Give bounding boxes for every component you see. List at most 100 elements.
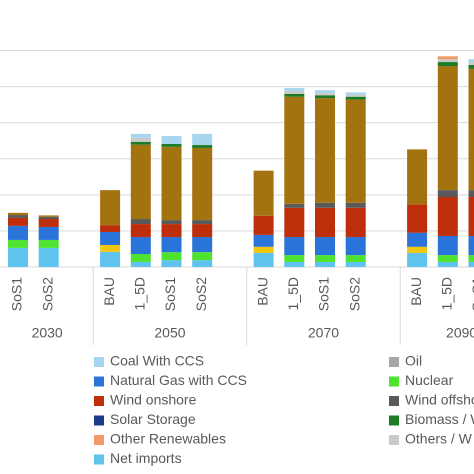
bar-segment bbox=[284, 261, 305, 267]
bar-segment bbox=[468, 62, 474, 65]
group-label: 2070 bbox=[308, 325, 339, 341]
bar-segment bbox=[437, 66, 458, 191]
bar-segment bbox=[100, 225, 121, 233]
legend-label: Wind onshore bbox=[110, 392, 197, 408]
bar-segment bbox=[192, 220, 213, 225]
legend-label: Other Renewables bbox=[110, 431, 226, 447]
bar-segment bbox=[284, 96, 305, 204]
group-label: 2050 bbox=[154, 325, 185, 341]
bar-segment bbox=[345, 207, 366, 238]
bar-segment bbox=[161, 252, 182, 261]
legend-swatch bbox=[94, 376, 104, 387]
bar-segment bbox=[130, 261, 151, 267]
legend-label: Net imports bbox=[110, 450, 182, 466]
legend-swatch bbox=[94, 435, 104, 445]
bar-segment bbox=[38, 215, 59, 217]
bar-segment bbox=[100, 190, 121, 226]
legend-label: Others / W bbox=[405, 431, 473, 447]
x-tick-label: BAU bbox=[254, 277, 270, 306]
bar-segment bbox=[161, 136, 182, 144]
bar-segment bbox=[8, 247, 28, 267]
bar-segment bbox=[437, 255, 458, 262]
bar-segment bbox=[253, 215, 274, 235]
bar-segment bbox=[130, 141, 151, 145]
bar-segment bbox=[130, 254, 151, 262]
bar-segment bbox=[468, 235, 474, 256]
legend-swatch bbox=[389, 357, 399, 367]
bar-segment bbox=[253, 252, 274, 267]
bar-segment bbox=[38, 239, 59, 248]
bar-segment bbox=[161, 237, 182, 253]
legend-label: Oil bbox=[405, 353, 422, 369]
bar-segment bbox=[161, 143, 182, 147]
bar-segment bbox=[161, 260, 182, 267]
bar-segment bbox=[468, 261, 474, 267]
bar-segment bbox=[284, 203, 305, 208]
bar-segment bbox=[315, 261, 335, 267]
bar-segment bbox=[437, 190, 458, 198]
bar-segment bbox=[437, 56, 458, 60]
bar-segment bbox=[345, 237, 366, 256]
bar-segment bbox=[192, 252, 213, 261]
bar-segment bbox=[8, 225, 28, 240]
bar-segment bbox=[437, 62, 458, 67]
x-tick-label: SoS2 bbox=[193, 277, 209, 311]
bar-segment bbox=[161, 146, 182, 221]
bar-segment bbox=[253, 170, 274, 216]
bar-segment bbox=[130, 219, 151, 225]
x-tick-label: 1_5D bbox=[285, 277, 301, 310]
x-tick-label: SoS2 bbox=[39, 277, 55, 311]
bar-segment bbox=[8, 217, 28, 226]
x-tick-label: 1_5D bbox=[132, 277, 148, 310]
bar-segment bbox=[38, 219, 59, 227]
bar-segment bbox=[284, 93, 305, 97]
bar-segment bbox=[130, 144, 151, 220]
bar-segment bbox=[284, 207, 305, 238]
bar-segment bbox=[437, 197, 458, 236]
bar-segment bbox=[8, 239, 28, 248]
bar-segment bbox=[345, 255, 366, 262]
group-label: 2030 bbox=[32, 325, 63, 341]
x-tick-label: BAU bbox=[101, 277, 117, 306]
legend-label: Wind offshore bbox=[405, 392, 474, 408]
bar-segment bbox=[192, 260, 213, 267]
bar-segment bbox=[284, 255, 305, 262]
bar-segment bbox=[407, 204, 428, 233]
bar-segment bbox=[345, 99, 366, 203]
bar-segment bbox=[315, 237, 335, 256]
bar-segment bbox=[468, 64, 474, 69]
bar-segment bbox=[315, 255, 335, 262]
bar-segment bbox=[192, 147, 213, 221]
bar-segment bbox=[315, 93, 335, 96]
bar-segment bbox=[284, 237, 305, 256]
bar-segment bbox=[8, 215, 28, 218]
legend-label: Biomass / W bbox=[405, 411, 474, 427]
bar-segment bbox=[130, 237, 151, 255]
bar-segment bbox=[345, 202, 366, 208]
bar-segment bbox=[38, 226, 59, 240]
x-tick-label: SoS1 bbox=[162, 277, 178, 311]
bar-segment bbox=[468, 197, 474, 236]
x-tick-label: SoS1 bbox=[9, 277, 25, 311]
bar-segment bbox=[130, 133, 151, 138]
bar-segment bbox=[253, 234, 274, 247]
legend-swatch bbox=[389, 435, 399, 445]
bar-segment bbox=[468, 255, 474, 262]
bar-segment bbox=[468, 59, 474, 63]
bar-segment bbox=[437, 235, 458, 256]
bar-segment bbox=[315, 202, 335, 208]
bar-segment bbox=[192, 224, 213, 238]
legend-label: Solar Storage bbox=[110, 411, 196, 427]
legend-swatch bbox=[94, 396, 104, 406]
bar-segment bbox=[130, 224, 151, 238]
bar-segment bbox=[100, 244, 121, 252]
bar-segment bbox=[284, 90, 305, 94]
bar-segment bbox=[315, 207, 335, 238]
x-tick-label: SoS2 bbox=[346, 277, 362, 311]
bar-segment bbox=[8, 212, 28, 216]
bar-segment bbox=[38, 216, 59, 220]
bar-segment bbox=[345, 261, 366, 267]
bar-segment bbox=[407, 252, 428, 267]
bar-segment bbox=[38, 247, 59, 267]
bar-segment bbox=[253, 246, 274, 253]
